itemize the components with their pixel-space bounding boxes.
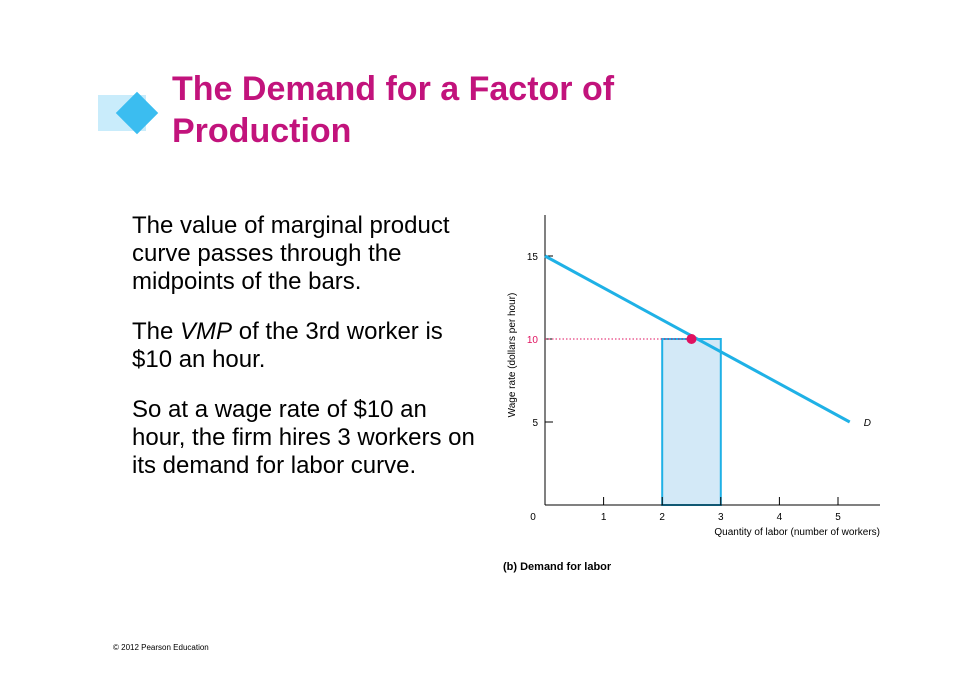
x-tick-label-3: 3	[718, 512, 724, 523]
vmp-bar	[661, 338, 722, 506]
vmp-point	[686, 334, 697, 344]
chart-caption: (b) Demand for labor	[503, 561, 612, 573]
body-text: The value of marginal product curve pass…	[132, 212, 482, 502]
x-tick-label-5: 5	[835, 512, 841, 523]
x-tick-label-0: 0	[530, 512, 536, 523]
paragraph-3: So at a wage rate of $10 an hour, the fi…	[132, 396, 475, 479]
slide-title: The Demand for a Factor of Production	[172, 70, 615, 150]
x-tick-label-1: 1	[601, 512, 607, 523]
y-tick-label-15: 15	[527, 252, 539, 263]
x-tick-label-4: 4	[777, 512, 783, 523]
paragraph-2: The VMP of the 3rd worker is $10 an hour…	[132, 318, 443, 373]
vmp-term: VMP	[180, 318, 233, 345]
x-axis-label: Quantity of labor (number of workers)	[714, 527, 880, 538]
y-axis-label: Wage rate (dollars per hour)	[507, 293, 518, 418]
x-tick-label-2: 2	[659, 512, 665, 523]
paragraph-1: The value of marginal product curve pass…	[132, 212, 450, 295]
demand-curve	[544, 254, 851, 424]
y-tick-label-10: 10	[527, 335, 539, 346]
demand-for-labor-chart: 0 1 2 3 4 5 5 10 15 D Quantity of labor (number of…	[503, 215, 880, 573]
copyright-footer: © 2012 Pearson Education	[113, 643, 209, 652]
y-tick-label-5: 5	[532, 418, 538, 429]
demand-curve-label: D	[864, 418, 871, 429]
